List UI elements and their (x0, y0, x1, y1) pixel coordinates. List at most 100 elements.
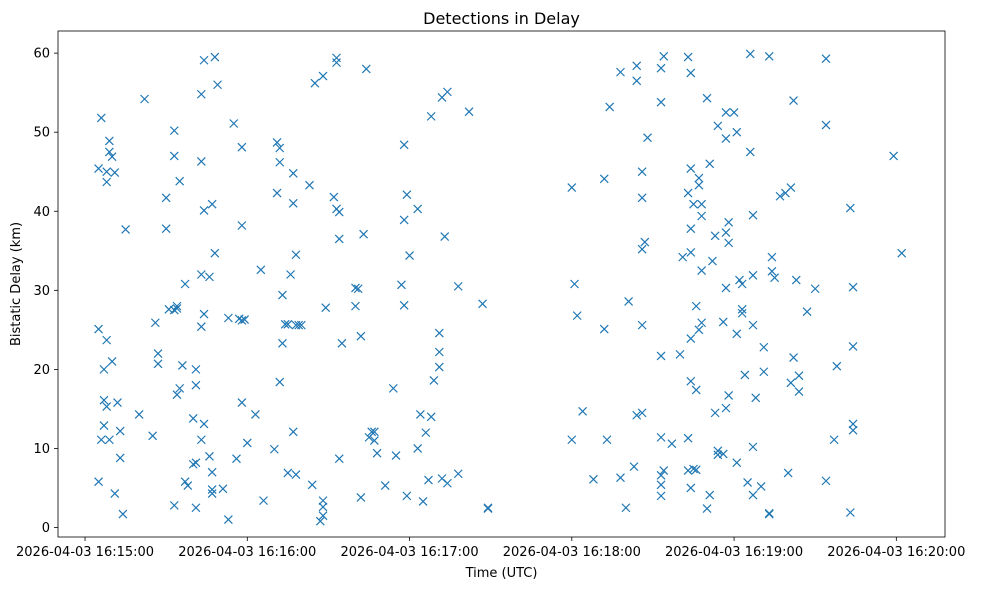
data-point (269, 444, 279, 454)
data-point (372, 448, 382, 458)
data-point (464, 107, 474, 117)
data-point (259, 496, 268, 506)
data-point (697, 318, 707, 328)
data-point (191, 364, 201, 374)
data-point (691, 465, 701, 475)
data-point (821, 476, 831, 486)
data-point (759, 367, 769, 377)
data-point (413, 204, 423, 214)
data-point (705, 490, 715, 500)
data-point (426, 111, 436, 121)
data-point (213, 80, 222, 90)
data-point (764, 51, 774, 61)
data-point (848, 282, 858, 292)
x-tick-label: 2026-04-03 16:17:00 (341, 545, 479, 560)
data-point (196, 322, 206, 332)
data-point (359, 229, 369, 239)
data-point (697, 199, 707, 209)
data-point (605, 102, 615, 112)
data-point (756, 481, 766, 491)
data-point (229, 119, 239, 128)
data-point (334, 234, 344, 244)
data-point (321, 303, 331, 313)
data-point (656, 432, 666, 442)
data-point (196, 435, 206, 445)
data-point (691, 385, 701, 395)
data-point (442, 87, 452, 97)
data-point (188, 459, 198, 469)
data-point (121, 225, 131, 234)
data-point (318, 511, 328, 521)
data-point (104, 136, 114, 146)
data-point (748, 210, 758, 220)
data-point (767, 266, 777, 276)
y-tick-label: 10 (33, 442, 50, 457)
data-point (718, 449, 728, 459)
data-point (767, 252, 777, 262)
data-point (602, 435, 612, 445)
data-point (667, 439, 677, 449)
data-point (94, 477, 103, 487)
data-point (686, 224, 696, 234)
data-point (161, 224, 171, 234)
data-point (578, 406, 588, 416)
data-point (388, 383, 398, 393)
data-point (710, 408, 720, 418)
data-point (115, 426, 125, 436)
data-point (845, 203, 855, 213)
data-point (207, 467, 217, 477)
data-point (616, 67, 625, 77)
x-tick-label: 2026-04-03 16:19:00 (665, 545, 803, 560)
data-point (453, 469, 463, 479)
chart-title: Detections in Delay (423, 9, 580, 28)
data-point (207, 489, 217, 498)
data-point (275, 377, 285, 387)
x-tick-label: 2026-04-03 16:20:00 (827, 545, 965, 560)
data-point (278, 290, 287, 300)
data-point (399, 215, 409, 225)
data-point (113, 398, 122, 408)
plot-background (58, 31, 945, 537)
data-point (751, 393, 761, 403)
data-point (334, 207, 344, 217)
data-point (743, 478, 753, 487)
data-point (656, 351, 666, 361)
data-point (169, 500, 179, 510)
data-point (713, 121, 723, 131)
data-point (315, 516, 325, 526)
data-point (175, 383, 185, 393)
data-point (337, 338, 347, 348)
data-point (318, 496, 328, 506)
data-point (740, 370, 750, 380)
data-point (288, 198, 298, 208)
x-tick-label: 2026-04-03 16:16:00 (178, 545, 316, 560)
data-point (848, 419, 858, 429)
data-point (637, 320, 647, 330)
data-point (223, 313, 233, 323)
data-point (621, 503, 631, 513)
data-point (183, 481, 193, 491)
data-point (567, 435, 577, 445)
data-point (196, 89, 206, 99)
data-point (748, 490, 758, 500)
data-point (442, 478, 452, 488)
data-point (223, 515, 233, 525)
data-point (237, 142, 247, 152)
data-point (483, 504, 493, 513)
data-point (691, 301, 701, 311)
data-point (140, 94, 149, 104)
data-point (99, 395, 109, 405)
data-point (318, 502, 328, 512)
data-point (96, 435, 106, 445)
data-point (191, 503, 201, 513)
data-point (764, 509, 774, 519)
x-tick-label: 2026-04-03 16:15:00 (16, 545, 154, 560)
data-point (329, 192, 339, 202)
data-point (794, 371, 804, 381)
data-point (632, 410, 642, 420)
data-point (624, 296, 634, 306)
data-point (104, 147, 114, 157)
data-point (724, 391, 734, 400)
data-point (656, 97, 666, 107)
data-point (675, 349, 685, 359)
